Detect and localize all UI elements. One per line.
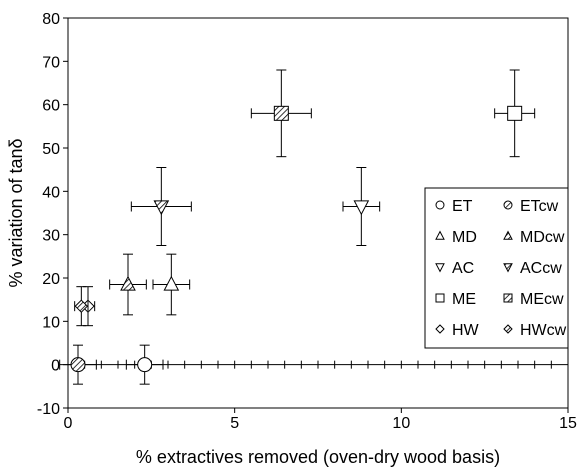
legend-label: ET <box>452 198 473 215</box>
y-tick-label: 40 <box>42 184 60 201</box>
y-tick-label: 70 <box>42 54 60 71</box>
y-tick-label: 50 <box>42 141 60 158</box>
legend-marker <box>503 263 513 273</box>
x-tick-label: 15 <box>559 415 577 432</box>
legend-marker <box>435 200 445 210</box>
legend-label: HW <box>452 322 480 339</box>
legend-marker <box>503 230 513 240</box>
legend-marker <box>435 230 445 240</box>
x-tick-label: 0 <box>64 415 73 432</box>
y-tick-label: -10 <box>37 401 60 418</box>
legend-label: MEcw <box>520 291 564 308</box>
data-points <box>59 69 536 385</box>
data-point <box>507 105 523 121</box>
legend-marker <box>503 324 513 334</box>
y-tick-label: 30 <box>42 228 60 245</box>
legend-label: MD <box>452 229 477 246</box>
data-point <box>70 357 86 373</box>
x-axis-title: % extractives removed (oven-dry wood bas… <box>136 447 500 467</box>
legend-marker <box>435 324 445 334</box>
data-point <box>120 275 136 291</box>
x-axis: 0 5 10 15 <box>64 408 577 432</box>
legend-box <box>424 187 569 349</box>
y-tick-label: 10 <box>42 314 60 331</box>
x-tick-label: 10 <box>392 415 410 432</box>
x-tick-label: 5 <box>230 415 239 432</box>
y-axis: -10 0 10 20 30 40 50 60 70 80 <box>37 11 68 418</box>
legend-marker <box>503 293 513 303</box>
legend-marker <box>435 293 445 303</box>
legend-label: MDcw <box>520 229 565 246</box>
y-tick-label: 20 <box>42 271 60 288</box>
legend-label: ETcw <box>520 198 559 215</box>
y-tick-label: 60 <box>42 98 60 115</box>
y-axis-title: % variation of tanδ <box>6 138 26 287</box>
data-point <box>137 357 153 373</box>
y-tick-label: 80 <box>42 11 60 28</box>
legend-marker <box>503 200 513 210</box>
legend: ET ETcw MD MDcw AC ACcw ME MEcw HW HWcw <box>424 187 569 349</box>
legend-label: ME <box>452 291 476 308</box>
legend-label: ACcw <box>520 260 562 277</box>
data-point <box>353 200 370 216</box>
legend-marker <box>435 263 445 273</box>
data-point <box>273 105 289 121</box>
data-point <box>74 299 89 313</box>
data-point <box>153 200 170 216</box>
y-tick-label: 0 <box>51 358 60 375</box>
data-point <box>163 275 180 291</box>
legend-label: AC <box>452 260 474 277</box>
legend-label: HWcw <box>520 322 567 339</box>
